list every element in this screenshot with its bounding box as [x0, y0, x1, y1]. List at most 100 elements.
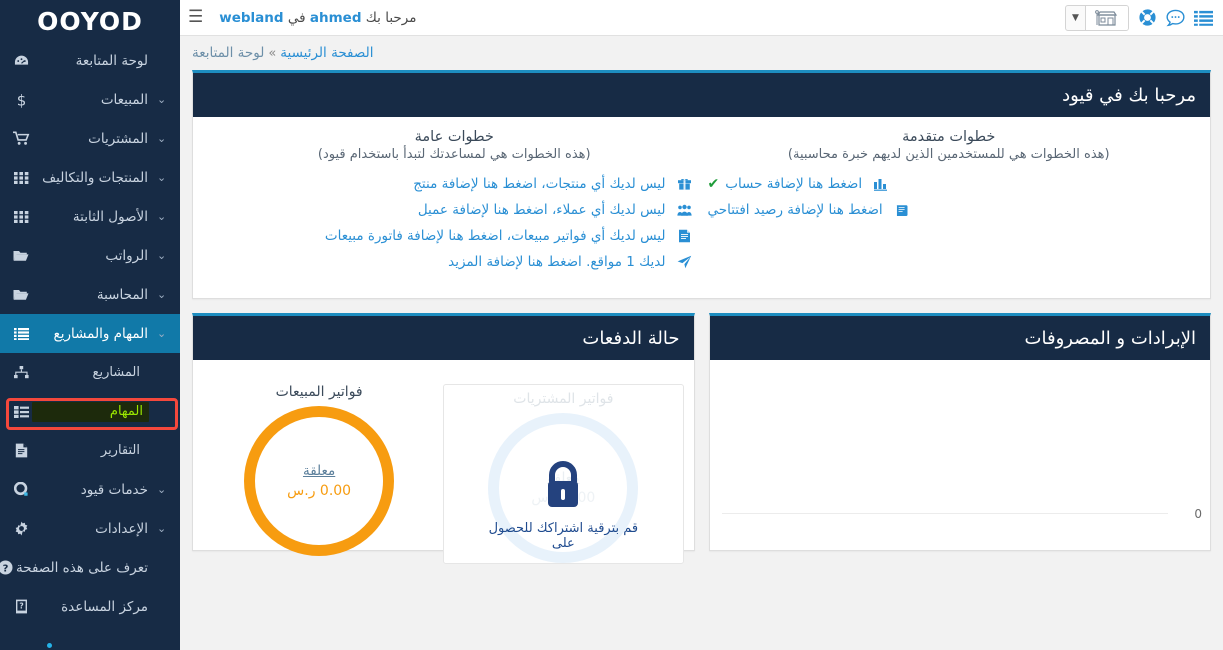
welcome-panel-title: مرحبا بك في قيود [1062, 84, 1196, 106]
general-steps-column: خطوات عامة (هذه الخطوات هي لمساعدتك لتبد… [207, 129, 702, 280]
step-add-opening-balance[interactable]: اضغط هنا لإضافة رصيد افتتاحي [708, 202, 1191, 218]
step-add-account[interactable]: اضغط هنا لإضافة حساب ✔ [708, 176, 1191, 192]
grid-icon [10, 210, 32, 223]
sidebar-item-qoyod-services[interactable]: ⌄ خدمات قيود [0, 470, 180, 509]
sidebar-item-sales[interactable]: ⌄ المبيعات $ [0, 80, 180, 119]
step-add-account-label: اضغط هنا لإضافة حساب [725, 176, 863, 192]
sidebar-item-settings[interactable]: ⌄ الإعدادات [0, 509, 180, 548]
sidebar-item-help-center[interactable]: مركز المساعدة ? [0, 587, 180, 626]
branch-selector-group[interactable]: ▼ [1065, 4, 1129, 31]
support-lifebuoy-icon[interactable] [1138, 8, 1157, 27]
payments-card-title: حالة الدفعات [582, 327, 680, 349]
sidebar-item-label: الإعدادات [95, 520, 148, 537]
greeting-mid: في [287, 9, 306, 26]
sidebar-item-purchases[interactable]: ⌄ المشتريات [0, 119, 180, 158]
payments-donuts: فواتير المشتريات معلقة 0.00 ر.س [193, 360, 694, 564]
sidebar: OOYOD لوحة المتابعة ⌄ [0, 0, 180, 650]
customers-group-icon [674, 204, 696, 217]
sidebar-item-dashboard[interactable]: لوحة المتابعة [0, 41, 180, 80]
welcome-panel-body: خطوات متقدمة (هذه الخطوات هي للمستخدمين … [193, 117, 1210, 298]
sidebar-item-label: تعرف على هذه الصفحة [16, 559, 148, 576]
chevron-down-icon[interactable]: ▼ [1066, 5, 1086, 30]
chevron-down-icon[interactable]: ⌄ [157, 522, 167, 535]
list-icon [10, 327, 32, 340]
search-circle-icon [10, 482, 32, 497]
purchases-donut-title: فواتير المشتريات [513, 391, 614, 407]
revenue-card-title: الإبرادات و المصروفات [1024, 327, 1196, 349]
brand-dot-icon [47, 643, 52, 648]
tasks-icon [10, 405, 32, 418]
chat-bubble-icon[interactable] [1166, 9, 1185, 27]
sidebar-item-label: المهام والمشاريع [53, 325, 148, 342]
store-icon[interactable] [1086, 5, 1128, 30]
sidebar-item-products-costs[interactable]: ⌄ المنتجات والتكاليف [0, 158, 180, 197]
chevron-down-icon[interactable]: ⌄ [157, 327, 167, 340]
step-add-customer[interactable]: ليس لديك أي عملاء، اضغط هنا لإضافة عميل [213, 202, 696, 218]
step-add-sales-invoice[interactable]: ليس لديك أي فواتير مبيعات، اضغط هنا لإضا… [213, 228, 696, 244]
svg-text:$: $ [16, 92, 26, 108]
revenue-card-header: الإبرادات و المصروفات [709, 316, 1210, 360]
sidebar-item-accounting[interactable]: ⌄ المحاسبة [0, 275, 180, 314]
help-book-icon: ? [10, 599, 32, 614]
sales-donut-title: فواتير المبيعات [275, 384, 363, 400]
sales-donut-status[interactable]: معلقة [302, 463, 336, 479]
invoice-document-icon [674, 229, 696, 243]
brand-logo[interactable]: OOYOD [0, 0, 180, 648]
payment-status-card: حالة الدفعات فواتير المشتريات معلقة [192, 313, 695, 564]
breadcrumb: الصفحة الرئيسية » لوحة المتابعة [180, 36, 1223, 70]
step-add-location[interactable]: لديك 1 مواقع. اضغط هنا لإضافة المزيد [213, 254, 696, 270]
chevron-down-icon[interactable]: ⌄ [157, 483, 167, 496]
sidebar-item-fixed-assets[interactable]: ⌄ الأصول الثابتة [0, 197, 180, 236]
sidebar-item-label: لوحة المتابعة [75, 52, 148, 69]
sidebar-item-label: التقارير [100, 443, 140, 458]
dashboard-cards-row: الإبرادات و المصروفات 0 حالة الدفعات [192, 313, 1211, 564]
purchases-invoices-donut-locked[interactable]: فواتير المشتريات معلقة 0.00 ر.س [443, 384, 684, 564]
sidebar-item-reports[interactable]: التقارير [0, 431, 180, 470]
chevron-down-icon[interactable]: ⌄ [157, 171, 167, 184]
sales-donut-amount: 0.00 ر.س [287, 483, 352, 499]
company-name[interactable]: webland [219, 9, 284, 26]
sidebar-item-learn-about-page[interactable]: تعرف على هذه الصفحة ? [0, 548, 180, 587]
ledger-book-icon [891, 204, 913, 217]
payments-card-header: حالة الدفعات [193, 316, 694, 360]
sidebar-item-payroll[interactable]: ⌄ الرواتب [0, 236, 180, 275]
advanced-steps-subtitle: (هذه الخطوات هي للمستخدمين الذين لديهم خ… [787, 147, 1110, 162]
sidebar-item-label: المحاسبة [96, 286, 148, 303]
general-steps-subtitle: (هذه الخطوات هي لمساعدتك لتبدأ باستخدام … [317, 147, 591, 162]
general-steps-title: خطوات عامة [414, 129, 494, 145]
step-add-customer-label: ليس لديك أي عملاء، اضغط هنا لإضافة عميل [417, 202, 666, 218]
step-add-product[interactable]: ليس لديك أي منتجات، اضغط هنا لإضافة منتج [213, 176, 696, 192]
sales-donut-ring [244, 406, 395, 556]
chevron-down-icon[interactable]: ⌄ [157, 210, 167, 223]
shopping-cart-icon [10, 131, 32, 146]
question-circle-icon: ? [0, 560, 16, 575]
breadcrumb-separator: » [268, 45, 277, 61]
sidebar-item-tasks-projects[interactable]: ⌄ المهام والمشاريع [0, 314, 180, 353]
greeting-prefix: مرحبا بك [365, 9, 417, 26]
user-name[interactable]: ahmed [309, 9, 362, 26]
breadcrumb-home-link[interactable]: الصفحة الرئيسية [280, 45, 374, 61]
topbar-user-area: مرحبا بك ahmed في webland ☰ [188, 9, 416, 26]
revenue-chart: 0 [710, 360, 1211, 550]
hamburger-icon[interactable]: ☰ [188, 7, 204, 27]
chevron-down-icon[interactable]: ⌄ [157, 93, 167, 106]
chevron-down-icon[interactable]: ⌄ [157, 288, 167, 301]
lock-icon [540, 460, 586, 516]
folder-open-icon [10, 249, 32, 262]
page-content: مرحبا بك في قيود خطوات متقدمة (هذه الخطو… [180, 70, 1223, 564]
advanced-steps-title: خطوات متقدمة [902, 129, 996, 145]
upgrade-subscription-text[interactable]: قم بترقية اشتراكك للحصول على [488, 521, 639, 551]
sidebar-item-label: الرواتب [105, 247, 148, 264]
step-add-location-label: لديك 1 مواقع. اضغط هنا لإضافة المزيد [448, 254, 666, 270]
sales-invoices-donut[interactable]: فواتير المبيعات معلقة 0.00 ر.س [199, 384, 439, 556]
list-menu-icon[interactable] [1194, 10, 1213, 26]
lock-overlay [488, 413, 638, 563]
step-add-opening-balance-label: اضغط هنا لإضافة رصيد افتتاحي [707, 202, 883, 218]
sidebar-item-tasks[interactable]: المهام [0, 392, 180, 431]
welcome-panel: مرحبا بك في قيود خطوات متقدمة (هذه الخطو… [192, 70, 1211, 299]
sidebar-item-label: الأصول الثابتة [72, 208, 148, 225]
sidebar-item-projects[interactable]: المشاريع [0, 353, 180, 392]
chevron-down-icon[interactable]: ⌄ [157, 132, 167, 145]
chevron-down-icon[interactable]: ⌄ [157, 249, 167, 262]
